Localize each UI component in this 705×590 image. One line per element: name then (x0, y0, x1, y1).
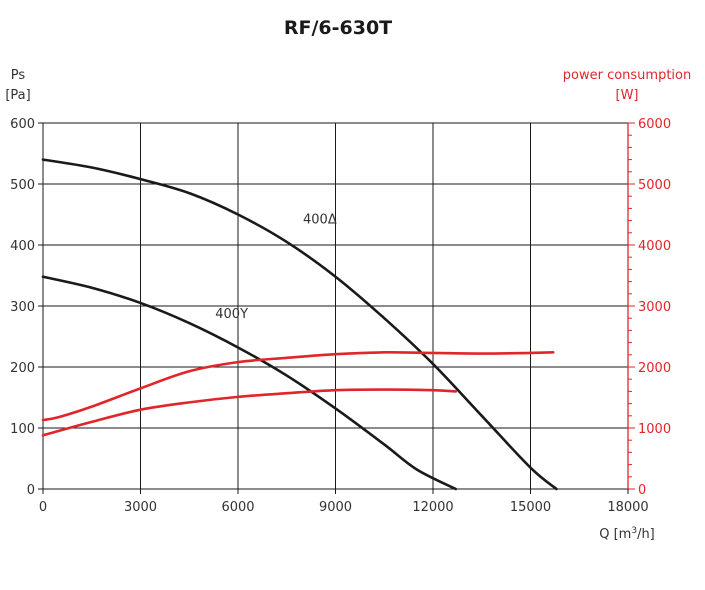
y-right-tick-label: 3000 (638, 300, 671, 315)
grid-lines (38, 122, 635, 494)
x-tick-label: 9000 (319, 500, 352, 515)
y-right-tick-label: 5000 (638, 178, 671, 193)
x-axis-label: Q [m3/h] (599, 526, 655, 542)
x-tick-label: 6000 (221, 500, 254, 515)
pressure-curve-1 (41, 275, 458, 491)
y-left-tick-label: 600 (10, 117, 35, 132)
y-right-tick-label: 0 (638, 483, 646, 498)
x-tick-label: 3000 (124, 500, 157, 515)
y-right-tick-label: 6000 (638, 117, 671, 132)
curve-annotations: 400Δ 400Y (215, 213, 337, 323)
x-tick-label: 15000 (510, 500, 551, 515)
curve-label-1: 400Y (215, 307, 248, 322)
y-right-tick-label: 4000 (638, 239, 671, 254)
y-left-tick-label: 200 (10, 361, 35, 376)
y-right-label-line1: power consumption (563, 68, 691, 83)
y-left-tick-label: 500 (10, 178, 35, 193)
y-left-tick-label: 300 (10, 300, 35, 315)
power-curve-2 (41, 351, 555, 422)
power-curve-3 (41, 388, 458, 437)
y-right-label-line2: [W] (616, 88, 639, 103)
pressure-curve-0 (41, 158, 558, 491)
y-left-tick-label: 0 (27, 483, 35, 498)
x-tick-label: 0 (39, 500, 47, 515)
chart-title: RF/6-630T (284, 17, 392, 39)
x-tick-label: 18000 (607, 500, 648, 515)
y-left-tick-label: 400 (10, 239, 35, 254)
series-lines (41, 158, 558, 491)
tick-labels: 0 3000 6000 9000 12000 15000 18000010020030040… (10, 117, 671, 515)
y-right-tick-label: 1000 (638, 422, 671, 437)
y-left-label-line2: [Pa] (5, 88, 30, 103)
y-left-label-line1: Ps (11, 68, 26, 83)
x-tick-label: 12000 (412, 500, 453, 515)
y-left-tick-label: 100 (10, 422, 35, 437)
curve-label-0: 400Δ (303, 213, 337, 228)
y-right-tick-label: 2000 (638, 361, 671, 376)
